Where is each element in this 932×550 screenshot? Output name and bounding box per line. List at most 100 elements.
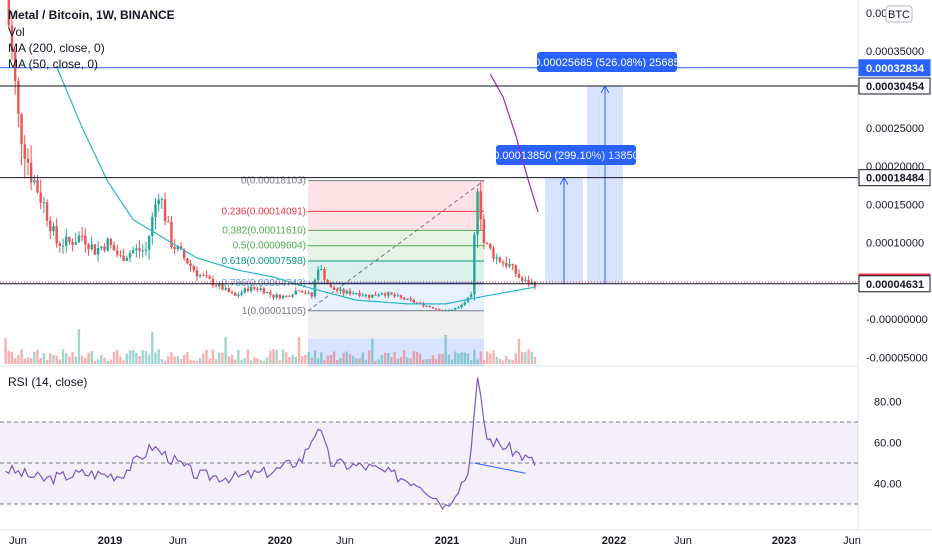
- price-tag[interactable]: [858, 169, 931, 187]
- volume-bar: [55, 355, 58, 364]
- volume-bar: [422, 359, 425, 364]
- volume-bar: [505, 356, 508, 364]
- candle-body: [454, 308, 457, 310]
- candle-body: [332, 287, 336, 290]
- time-axis[interactable]: Jun 2019 Jun 2020 Jun 2021 Jun 2022 Jun 2023 Jun: [9, 535, 861, 547]
- candle-body: [151, 216, 154, 236]
- volume-bar: [323, 360, 326, 364]
- volume-bar: [300, 356, 304, 364]
- volume-bar: [192, 360, 195, 364]
- volume-bar: [374, 360, 377, 364]
- volume-bar: [179, 359, 183, 364]
- candle-body: [135, 248, 138, 250]
- horizontal-lines[interactable]: [0, 67, 858, 285]
- candle-body: [342, 289, 345, 294]
- candle-body: [167, 221, 170, 223]
- volume-bar: [320, 352, 323, 364]
- price-tick-label: -0.00000000: [866, 314, 928, 326]
- candle-body: [163, 199, 167, 222]
- legend-ma50[interactable]: MA (50, close, 0): [8, 57, 99, 71]
- price-axis[interactable]: 0.000.000350000.000250000.000200000.0001…: [858, 5, 931, 491]
- volume-bar: [377, 359, 380, 364]
- candle-body: [205, 275, 208, 277]
- candle-body: [234, 292, 237, 296]
- price-tick-label: -0.00005000: [866, 353, 928, 365]
- volume-bar: [109, 359, 113, 364]
- candle-body: [109, 238, 113, 245]
- measure-layer: 0.00013850 (299.10%) 13850 0.00025685 (52…: [493, 52, 680, 284]
- volume-bar: [454, 351, 457, 364]
- candle-body: [351, 293, 355, 295]
- volume-bar: [182, 354, 186, 364]
- candle-body: [211, 278, 215, 286]
- volume-bar: [476, 359, 479, 364]
- fib-zone: [308, 261, 484, 283]
- volume-bar: [84, 357, 87, 364]
- volume-bar: [367, 350, 371, 364]
- candle-body: [157, 199, 160, 205]
- volume-bar: [479, 351, 482, 364]
- ma50-line: [56, 66, 536, 305]
- candle-body: [361, 295, 364, 297]
- volume-bar: [243, 358, 246, 364]
- main-pane[interactable]: [0, 0, 932, 531]
- candle-body: [80, 235, 84, 237]
- candle-body: [418, 302, 422, 304]
- candle-body: [403, 297, 406, 300]
- candle-body: [262, 288, 266, 294]
- price-tick-label: 0.00015000: [866, 199, 924, 211]
- volume-bar: [141, 350, 144, 364]
- measure-label: 0.00025685 (526.08%) 25685: [534, 57, 680, 69]
- candle-body: [29, 162, 33, 183]
- price-tag[interactable]: [858, 77, 931, 95]
- volume-bar: [281, 349, 285, 364]
- candle-body: [227, 288, 231, 293]
- candle-body: [221, 284, 224, 290]
- price-tag[interactable]: [858, 59, 931, 77]
- legend-vol[interactable]: Vol: [8, 25, 25, 39]
- volume-bar: [58, 359, 62, 364]
- symbol-title[interactable]: Metal / Bitcoin, 1W, BINANCE: [8, 8, 175, 22]
- candle-body: [530, 282, 533, 284]
- candle-body: [240, 292, 243, 295]
- fib-retracement[interactable]: 0(0.00018103) 0.236(0.00014091) 0.382(0.00…: [221, 176, 485, 366]
- time-tick-label: 2021: [435, 535, 459, 547]
- price-tag[interactable]: [858, 275, 931, 293]
- candle-body: [428, 305, 431, 308]
- candle-body: [58, 243, 62, 246]
- volume-bar: [514, 353, 518, 364]
- volume-bar: [428, 359, 431, 364]
- candle-body: [176, 246, 180, 250]
- volume-bar: [508, 359, 511, 364]
- candle-body: [348, 290, 352, 295]
- candle-body: [374, 294, 377, 296]
- volume-bar: [272, 349, 275, 364]
- volume-bar: [387, 353, 390, 364]
- volume-bar: [214, 359, 218, 364]
- volume-bar: [65, 353, 68, 364]
- legend-ma200[interactable]: MA (200, close, 0): [8, 41, 105, 55]
- candle-body: [96, 247, 100, 255]
- volume-bar: [253, 357, 256, 364]
- volume-bar: [489, 353, 492, 364]
- rsi-pane[interactable]: [0, 377, 858, 510]
- volume-bar: [138, 356, 141, 364]
- candle-body: [182, 249, 186, 259]
- currency-badge[interactable]: [885, 5, 913, 23]
- candle-body: [469, 294, 473, 298]
- volume-bar: [316, 358, 320, 364]
- price-tag-label: 0.00032834: [866, 63, 925, 75]
- candle-body: [409, 298, 412, 300]
- rsi-divergence-line: [474, 462, 526, 474]
- volume-bar: [90, 351, 93, 364]
- candle-body: [447, 309, 451, 311]
- candle-body: [20, 113, 23, 145]
- fib-level-label: 0.5(0.00009604): [233, 241, 306, 252]
- legend-rsi[interactable]: RSI (14, close): [8, 375, 88, 389]
- volume-bar: [332, 351, 336, 364]
- candle-body: [122, 255, 125, 261]
- candle-body: [189, 263, 192, 267]
- volume-bar: [329, 355, 333, 364]
- candle-body: [36, 180, 39, 193]
